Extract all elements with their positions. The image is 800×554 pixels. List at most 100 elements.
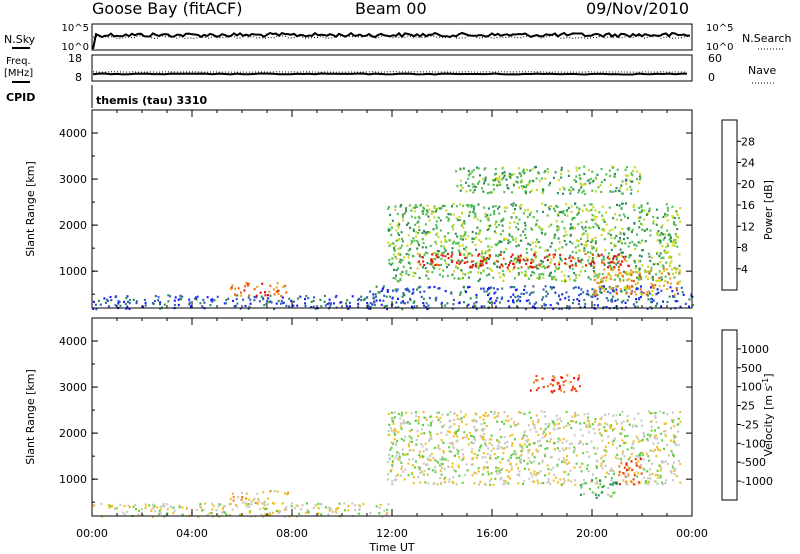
power-cell — [395, 290, 398, 293]
velocity-cell — [583, 413, 586, 416]
power-cell — [455, 170, 458, 173]
velocity-cell — [549, 382, 552, 386]
power-cell — [595, 273, 598, 277]
power-cell — [581, 209, 584, 213]
velocity-cell — [585, 425, 588, 428]
xtick-label: 12:00 — [376, 527, 408, 540]
power-cell — [414, 223, 417, 226]
power-cell — [601, 280, 604, 283]
freq-trace — [92, 72, 688, 76]
power-cell — [625, 259, 628, 263]
power-cell — [584, 226, 587, 229]
power-cell — [247, 307, 250, 310]
power-cell — [570, 259, 573, 263]
velocity-cell — [448, 426, 451, 429]
power-cell — [639, 216, 642, 219]
power-cell — [434, 240, 437, 243]
power-cell — [426, 307, 429, 311]
velocity-cell — [573, 448, 576, 451]
velocity-cell — [159, 508, 162, 511]
power-cell — [234, 287, 237, 290]
power-cell — [585, 240, 587, 243]
power-cell — [681, 291, 684, 294]
velocity-cell — [604, 413, 607, 416]
power-cell — [394, 205, 397, 208]
power-cell — [485, 258, 488, 261]
power-cell — [609, 174, 612, 178]
power-cell — [466, 204, 469, 207]
velocity-cell — [661, 461, 664, 464]
power-cell — [471, 241, 474, 244]
velocity-cell — [573, 479, 576, 482]
power-cell — [428, 219, 431, 222]
power-cell — [673, 295, 676, 298]
velocity-cell — [612, 414, 615, 417]
power-cell — [528, 213, 531, 216]
velocity-cell — [588, 455, 590, 458]
power-cell — [425, 302, 428, 305]
velocity-cell — [490, 472, 493, 475]
velocity-cell — [654, 434, 657, 437]
power-cell — [117, 300, 120, 303]
power-cell — [634, 248, 637, 251]
velocity-cell — [531, 480, 534, 483]
velocity-cell — [490, 477, 493, 481]
power-cell — [495, 172, 497, 176]
power-cell — [626, 227, 629, 230]
velocity-cell — [536, 440, 539, 443]
power-cell — [613, 243, 616, 246]
velocity-cell — [531, 475, 534, 478]
velocity-cell — [389, 470, 392, 473]
power-cell — [488, 249, 491, 252]
power-cell — [407, 261, 410, 264]
velocity-cell — [452, 482, 455, 485]
power-cell — [561, 307, 563, 310]
velocity-cell — [620, 432, 623, 435]
power-cell — [553, 207, 555, 210]
power-cell — [584, 183, 587, 186]
power-cell — [459, 203, 461, 206]
velocity-cell — [471, 448, 474, 451]
power-cell — [328, 301, 331, 305]
power-cell — [645, 293, 648, 296]
power-cell — [552, 307, 555, 310]
power-cell — [412, 255, 415, 258]
velocity-cell — [224, 511, 227, 514]
power-cell — [517, 255, 520, 258]
velocity-cell — [613, 472, 615, 475]
power-cell — [406, 287, 409, 290]
velocity-cell — [114, 507, 116, 510]
power-cell — [465, 246, 468, 249]
velocity-cell — [429, 454, 432, 457]
velocity-cell — [514, 438, 516, 441]
power-cell — [345, 302, 347, 305]
velocity-cell — [439, 463, 442, 466]
velocity-cell — [172, 506, 175, 509]
power-cell — [326, 302, 329, 306]
velocity-cell — [632, 478, 635, 481]
power-cell — [639, 276, 642, 279]
power-cell — [672, 222, 675, 226]
velocity-cell — [558, 449, 561, 453]
power-cell — [586, 292, 589, 295]
velocity-cell — [420, 432, 423, 435]
power-cell — [524, 274, 526, 277]
velocity-cell — [565, 410, 568, 414]
velocity-cell — [450, 451, 453, 454]
velocity-cell — [331, 510, 334, 513]
power-cell — [565, 203, 568, 206]
velocity-cell — [601, 455, 604, 458]
velocity-cell — [415, 438, 418, 442]
power-cell — [446, 274, 449, 278]
velocity-cell — [625, 470, 628, 473]
velocity-cell — [563, 479, 566, 482]
velocity-cell — [560, 420, 563, 423]
power-cell — [372, 296, 375, 299]
velocity-cell — [630, 452, 633, 456]
power-cell — [590, 262, 592, 265]
velocity-cell — [627, 473, 630, 476]
velocity-cell — [536, 379, 539, 382]
velocity-cell — [471, 463, 474, 466]
power-cell — [465, 256, 468, 259]
power-cell — [479, 262, 482, 265]
